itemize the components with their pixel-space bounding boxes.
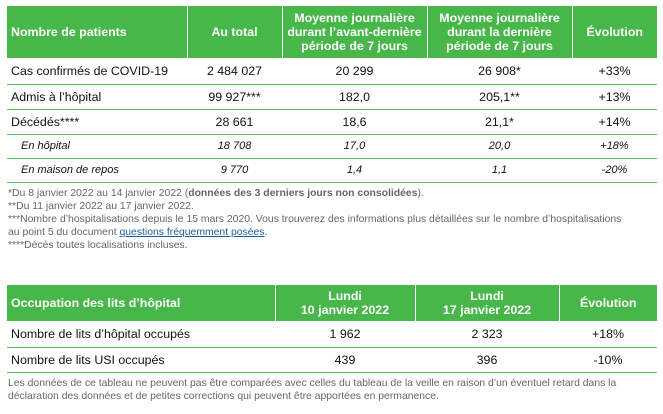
header-date-2-day: Lundi — [470, 289, 504, 303]
beds-table-header: Occupation des lits d’hôpital Lundi 10 j… — [7, 285, 657, 321]
cell-prev-week: 20 299 — [282, 58, 427, 85]
table-row: En hôpital 18 708 17,0 20,0 +18% — [7, 134, 657, 159]
footnote-3-line1: ***Nombre d’hospitalisations depuis le 1… — [8, 213, 622, 225]
row-label: Cas confirmés de COVID-19 — [7, 58, 187, 85]
cell-prev-week: 17,0 — [282, 134, 427, 159]
row-label: En hôpital — [7, 134, 187, 159]
footnote-3-line2: au point 5 du document questions fréquem… — [8, 226, 657, 239]
footnote-1: *Du 8 janvier 2022 au 14 janvier 2022 (d… — [8, 187, 657, 200]
cell-evolution: +13% — [572, 84, 657, 110]
table-row: Nombre de lits d’hôpital occupés 1 962 2… — [7, 321, 657, 348]
footnote-3-prefix: au point 5 du document — [8, 227, 120, 239]
table-row: Cas confirmés de COVID-19 2 484 027 20 2… — [7, 58, 657, 85]
header-date-2: Lundi 17 janvier 2022 — [415, 285, 560, 321]
table-row: Nombre de lits USI occupés 439 396 -10% — [7, 347, 657, 373]
cell-prev-week: 18,6 — [282, 109, 427, 135]
footnote-1-prefix: *Du 8 janvier 2022 au 14 janvier 2022 ( — [8, 187, 189, 199]
footnote-4: ****Décès toutes localisations incluses. — [8, 240, 188, 252]
cell-total: 28 661 — [187, 109, 282, 135]
table-row: En maison de repos 9 770 1,4 1,1 -20% — [7, 158, 657, 183]
cell-evolution: +18% — [572, 134, 657, 159]
row-label: Nombre de lits d’hôpital occupés — [7, 321, 275, 348]
cell-evolution: +18% — [559, 321, 657, 348]
footnotes: *Du 8 janvier 2022 au 14 janvier 2022 (d… — [7, 187, 657, 253]
header-prev-week: Moyenne journalière durant l’avant-derni… — [282, 6, 428, 58]
cell-evolution: +14% — [572, 109, 657, 135]
cell-total: 9 770 — [187, 158, 282, 183]
header-date-1-day: Lundi — [328, 289, 362, 303]
cell-evolution: -20% — [572, 158, 657, 183]
beds-section: Occupation des lits d’hôpital Lundi 10 j… — [7, 285, 657, 403]
table-row: Admis à l’hôpital 99 927*** 182,0 205,1*… — [7, 84, 657, 110]
header-date-1-date: 10 janvier 2022 — [300, 303, 390, 317]
cell-evolution: -10% — [559, 347, 657, 373]
header-patients: Nombre de patients — [7, 6, 188, 58]
cell-last-week: 21,1* — [427, 109, 572, 135]
cell-prev-week: 1,4 — [282, 158, 427, 183]
patients-table-header: Nombre de patients Au total Moyenne jour… — [7, 6, 657, 58]
table-row: Décédés**** 28 661 18,6 21,1* +14% — [7, 109, 657, 135]
header-evolution: Évolution — [572, 6, 657, 58]
cell-total: 18 708 — [187, 134, 282, 159]
row-label: En maison de repos — [7, 158, 187, 183]
footnote-1-suffix: ). — [417, 187, 424, 199]
cell-date-1: 439 — [275, 347, 415, 373]
header-last-week: Moyenne journalière durant la dernière p… — [427, 6, 573, 58]
row-label: Admis à l’hôpital — [7, 84, 187, 110]
cell-total: 99 927*** — [187, 84, 282, 110]
footnote-2: **Du 11 janvier 2022 au 17 janvier 2022. — [8, 200, 194, 212]
cell-evolution: +33% — [572, 58, 657, 85]
header-evolution: Évolution — [559, 285, 657, 321]
row-label: Nombre de lits USI occupés — [7, 347, 275, 373]
cell-date-2: 396 — [415, 347, 559, 373]
footnote-1-bold: données des 3 derniers jours non consoli… — [188, 187, 418, 199]
cell-prev-week: 182,0 — [282, 84, 427, 110]
faq-link[interactable]: questions fréquemment posées — [119, 227, 265, 239]
cell-date-1: 1 962 — [275, 321, 415, 348]
cell-date-2: 2 323 — [415, 321, 559, 348]
patients-section: Nombre de patients Au total Moyenne jour… — [7, 6, 657, 253]
footnote-3-suffix: . — [264, 227, 268, 239]
header-total: Au total — [187, 6, 283, 58]
cell-last-week: 26 908* — [427, 58, 572, 85]
cell-total: 2 484 027 — [187, 58, 282, 85]
disclaimer: Les données de ce tableau ne peuvent pas… — [8, 377, 617, 402]
cell-last-week: 205,1** — [427, 84, 572, 110]
cell-last-week: 20,0 — [427, 134, 572, 159]
patients-table: Nombre de patients Au total Moyenne jour… — [7, 6, 657, 183]
header-beds: Occupation des lits d’hôpital — [7, 285, 276, 321]
row-label: Décédés**** — [7, 109, 187, 135]
header-date-1: Lundi 10 janvier 2022 — [275, 285, 416, 321]
cell-last-week: 1,1 — [427, 158, 572, 183]
header-date-2-date: 17 janvier 2022 — [442, 303, 532, 317]
beds-table: Occupation des lits d’hôpital Lundi 10 j… — [7, 285, 657, 373]
